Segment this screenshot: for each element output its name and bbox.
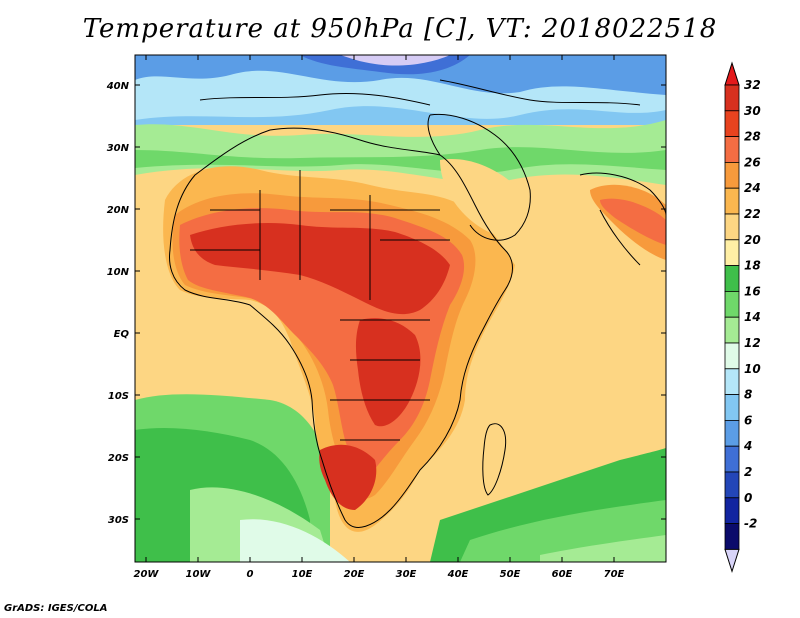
colorbar-segment bbox=[724, 265, 740, 292]
colorbar-segment bbox=[724, 523, 740, 550]
colorbar-top-arrow bbox=[724, 61, 740, 86]
lon-label: 60E bbox=[552, 569, 573, 580]
colorbar-label: 6 bbox=[744, 413, 752, 427]
colorbar-segment bbox=[724, 394, 740, 421]
lat-label: 10S bbox=[108, 391, 129, 402]
colorbar-segment bbox=[724, 419, 740, 447]
colorbar-label: 24 bbox=[744, 181, 761, 195]
colorbar-label: 0 bbox=[744, 491, 752, 505]
map-title: Temperature at 950hPa [C], VT: 201802251… bbox=[82, 14, 718, 44]
colorbar-segment bbox=[724, 213, 740, 241]
colorbar-label: 28 bbox=[744, 130, 761, 144]
lon-label: 70E bbox=[604, 569, 625, 580]
lat-label: 10N bbox=[107, 267, 130, 278]
temperature-field bbox=[135, 55, 666, 562]
colorbar-bottom-arrow bbox=[724, 548, 740, 574]
footer-credit: GrADS: IGES/COLA bbox=[4, 603, 108, 614]
colorbar-segment bbox=[724, 110, 740, 138]
lat-label: 20S bbox=[108, 453, 129, 464]
colorbar-segment bbox=[724, 290, 740, 318]
map-frame bbox=[134, 54, 667, 563]
colorbar-segment bbox=[724, 342, 740, 370]
lon-label: 10E bbox=[292, 569, 313, 580]
colorbar-segment bbox=[724, 316, 740, 344]
colorbar-label: 12 bbox=[744, 336, 761, 350]
colorbar-segment bbox=[724, 497, 740, 524]
colorbar-label: 20 bbox=[744, 233, 761, 247]
lon-label: 40E bbox=[447, 569, 469, 580]
colorbar-segment bbox=[724, 136, 740, 163]
colorbar-segment bbox=[724, 84, 740, 112]
colorbar-label: 8 bbox=[744, 388, 752, 402]
lon-label: 10W bbox=[186, 569, 212, 580]
colorbar-segment bbox=[724, 471, 740, 499]
colorbar-segment bbox=[724, 187, 740, 215]
lon-label: 0 bbox=[247, 569, 254, 580]
lat-label: 30N bbox=[107, 143, 130, 154]
colorbar-label: 26 bbox=[744, 155, 761, 169]
colorbar-label: -2 bbox=[744, 517, 757, 531]
colorbar-label: 22 bbox=[744, 207, 761, 221]
lon-label: 30E bbox=[396, 569, 417, 580]
colorbar-segment bbox=[724, 445, 740, 473]
lon-label: 20E bbox=[344, 569, 365, 580]
lon-label: 20W bbox=[134, 569, 160, 580]
lat-label: EQ bbox=[114, 329, 130, 340]
colorbar-label: 30 bbox=[744, 104, 761, 118]
colorbar-label: 32 bbox=[744, 78, 761, 92]
colorbar-segment bbox=[724, 368, 740, 395]
lat-label: 20N bbox=[107, 205, 130, 216]
lat-label: 40N bbox=[106, 81, 130, 92]
lon-label: 50E bbox=[500, 569, 521, 580]
colorbar-label: 14 bbox=[744, 310, 761, 324]
colorbar-label: 18 bbox=[744, 259, 761, 273]
colorbar-label: 16 bbox=[744, 284, 761, 298]
lat-label: 30S bbox=[108, 515, 129, 526]
colorbar-segment bbox=[724, 161, 740, 189]
colorbar-label: 2 bbox=[744, 465, 752, 479]
colorbar-label: 10 bbox=[744, 362, 761, 376]
colorbar-label: 4 bbox=[743, 439, 752, 453]
colorbar-segment bbox=[724, 239, 740, 267]
